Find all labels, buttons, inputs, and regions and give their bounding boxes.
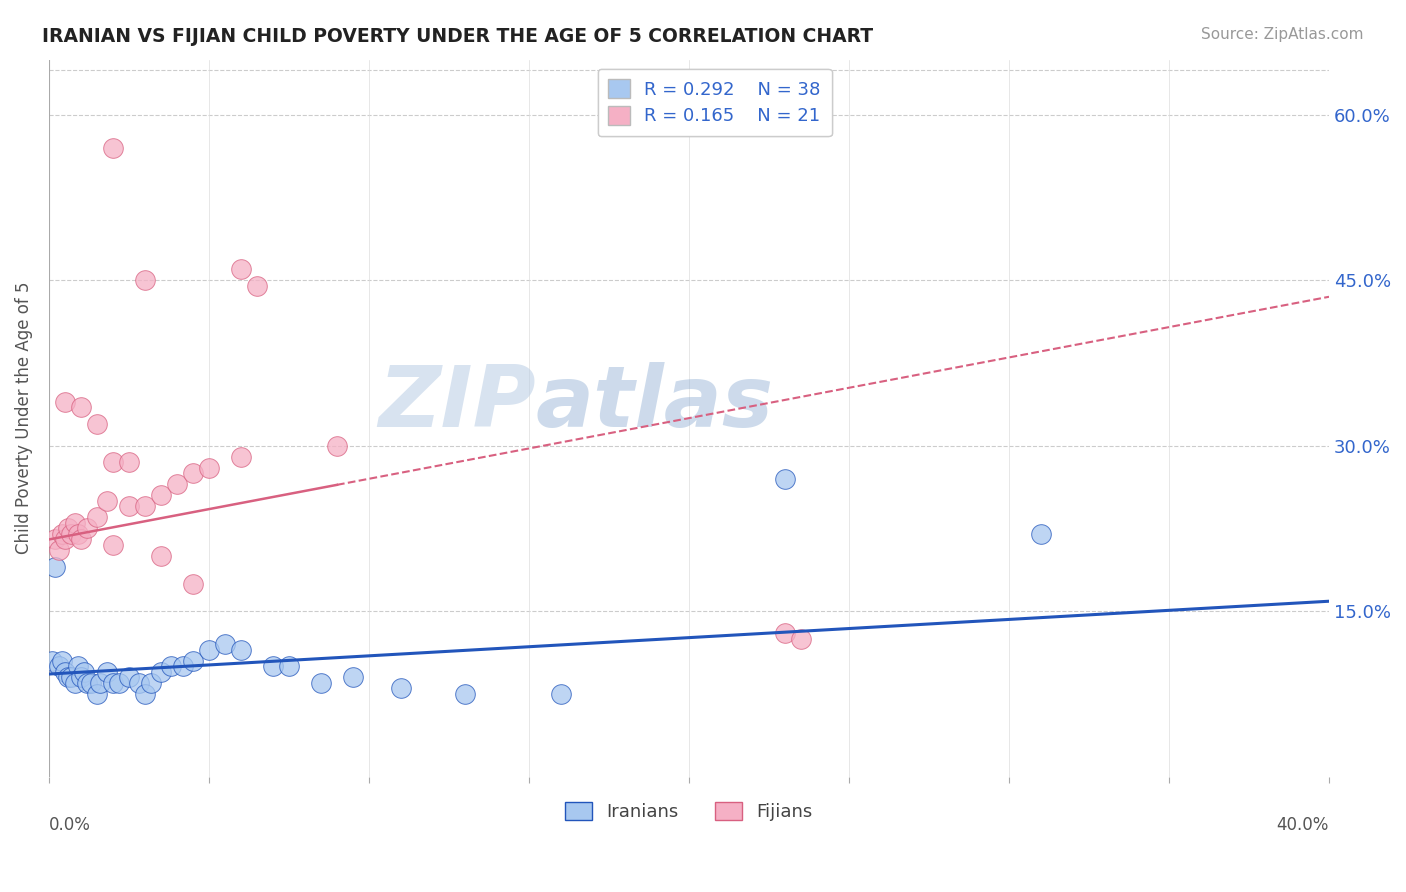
Point xyxy=(550,687,572,701)
Point xyxy=(63,516,86,530)
Point xyxy=(66,527,89,541)
Point xyxy=(66,659,89,673)
Point xyxy=(56,521,79,535)
Point xyxy=(172,659,194,673)
Point xyxy=(149,549,172,563)
Point xyxy=(181,467,204,481)
Point xyxy=(229,262,252,277)
Point xyxy=(229,450,252,464)
Point xyxy=(96,493,118,508)
Point xyxy=(63,676,86,690)
Point xyxy=(41,654,63,668)
Point xyxy=(101,538,124,552)
Text: 0.0%: 0.0% xyxy=(49,816,91,834)
Point xyxy=(76,521,98,535)
Point xyxy=(44,533,66,547)
Point xyxy=(60,670,83,684)
Text: Source: ZipAtlas.com: Source: ZipAtlas.com xyxy=(1201,27,1364,42)
Text: ZIP: ZIP xyxy=(378,362,536,445)
Point xyxy=(51,654,73,668)
Point xyxy=(773,626,796,640)
Point xyxy=(181,654,204,668)
Point xyxy=(134,687,156,701)
Point xyxy=(53,394,76,409)
Point xyxy=(86,687,108,701)
Point xyxy=(79,676,101,690)
Point xyxy=(214,637,236,651)
Point xyxy=(53,665,76,679)
Point xyxy=(246,278,269,293)
Point xyxy=(790,632,813,646)
Point xyxy=(141,676,163,690)
Point xyxy=(89,676,111,690)
Point xyxy=(309,676,332,690)
Point xyxy=(128,676,150,690)
Point xyxy=(86,510,108,524)
Point xyxy=(48,659,70,673)
Point xyxy=(118,670,141,684)
Point xyxy=(60,527,83,541)
Point xyxy=(70,400,93,414)
Point xyxy=(101,141,124,155)
Point xyxy=(86,417,108,431)
Point xyxy=(73,665,96,679)
Point xyxy=(53,533,76,547)
Point xyxy=(101,455,124,469)
Text: atlas: atlas xyxy=(536,362,773,445)
Point xyxy=(76,676,98,690)
Y-axis label: Child Poverty Under the Age of 5: Child Poverty Under the Age of 5 xyxy=(15,282,32,554)
Point xyxy=(101,676,124,690)
Point xyxy=(278,659,301,673)
Point xyxy=(118,500,141,514)
Point xyxy=(262,659,284,673)
Point xyxy=(181,576,204,591)
Point xyxy=(198,460,221,475)
Point xyxy=(48,543,70,558)
Point xyxy=(389,681,412,696)
Point xyxy=(70,533,93,547)
Point xyxy=(134,273,156,287)
Point xyxy=(159,659,181,673)
Point xyxy=(149,488,172,502)
Point xyxy=(51,527,73,541)
Point xyxy=(134,500,156,514)
Point xyxy=(96,665,118,679)
Text: 40.0%: 40.0% xyxy=(1277,816,1329,834)
Point xyxy=(342,670,364,684)
Point xyxy=(149,665,172,679)
Point xyxy=(454,687,477,701)
Text: IRANIAN VS FIJIAN CHILD POVERTY UNDER THE AGE OF 5 CORRELATION CHART: IRANIAN VS FIJIAN CHILD POVERTY UNDER TH… xyxy=(42,27,873,45)
Point xyxy=(56,670,79,684)
Point xyxy=(198,642,221,657)
Point xyxy=(326,439,349,453)
Point xyxy=(108,676,131,690)
Point xyxy=(118,455,141,469)
Point xyxy=(229,642,252,657)
Point xyxy=(166,477,188,491)
Point xyxy=(44,560,66,574)
Point xyxy=(773,472,796,486)
Legend: R = 0.292    N = 38, R = 0.165    N = 21: R = 0.292 N = 38, R = 0.165 N = 21 xyxy=(598,69,832,136)
Point xyxy=(70,670,93,684)
Point xyxy=(1029,527,1052,541)
